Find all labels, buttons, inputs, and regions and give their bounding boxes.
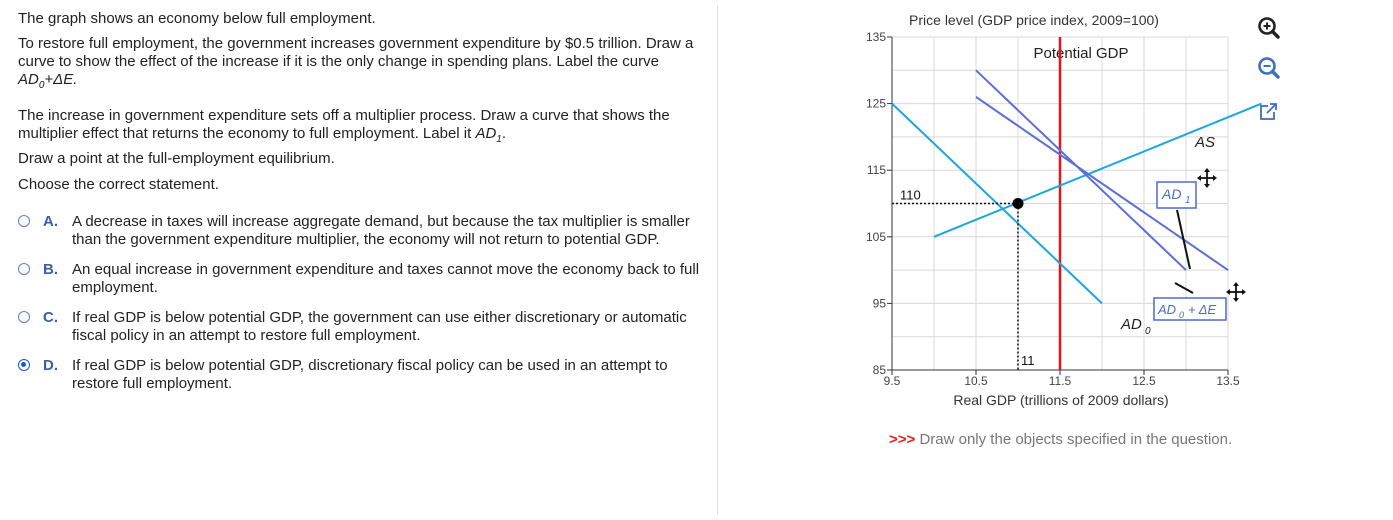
option-text: If real GDP is below potential GDP, disc… [72,357,668,392]
zoom-in-button[interactable] [1256,15,1282,41]
option-text: An equal increase in government expendit… [72,261,700,296]
move-arrow-up [1204,168,1210,172]
option-c[interactable]: C. If real GDP is below potential GDP, t… [18,309,708,345]
tick-labels: 85 95 105 115 125 135 9.5 10.5 11.5 12.5 13.5 [866,30,1240,388]
move-arrow-left [1197,175,1201,181]
move-arrow-left [1226,289,1230,295]
option-a[interactable]: A. A decrease in taxes will increase agg… [18,213,708,249]
move-arrow-down [1204,184,1210,188]
ad0-plus-de-label-box [1153,297,1227,321]
move-handle-ad0-plus-de-icon[interactable] [1226,282,1246,302]
y-axis-label: Price level (GDP price index, 2009=100) [909,12,1159,28]
hint-text: Draw only the objects specified in the q… [919,431,1233,448]
ad0-plus-de-leader-line [1174,282,1194,294]
ad0-plus-de-label-suffix: + ΔE [1188,302,1216,317]
x-tick-label: 11.5 [1049,374,1072,388]
y-tick-label: 105 [866,230,886,244]
equilibrium-point [1012,198,1024,209]
question-intro: The graph shows an economy below full em… [18,10,376,27]
question-task3: Draw a point at the full-employment equi… [18,150,335,167]
ad1-leader-line [1176,209,1191,270]
option-d[interactable]: D. If real GDP is below potential GDP, d… [18,357,708,393]
y-tick-label: 115 [867,163,886,177]
question-task4: Choose the correct statement. [18,176,219,193]
x-tick-label: 12.5 [1132,374,1156,388]
option-letter: B. [43,261,58,278]
popout-button[interactable] [1256,99,1282,125]
option-letter: A. [43,213,58,230]
zoom-out-icon [1258,57,1280,79]
zoom-in-icon [1258,17,1280,39]
option-text: A decrease in taxes will increase aggreg… [72,213,690,248]
hint-arrows: >>> [889,431,916,448]
question-task1: To restore full employment, the governme… [18,35,694,91]
panel-divider [717,5,718,515]
x-tick-label: 13.5 [1216,374,1240,388]
as-label: AS [1194,134,1215,151]
ad0-label: AD [1120,316,1142,333]
potential-gdp-label: Potential GDP [1033,45,1128,62]
y-tick-label: 85 [873,363,887,377]
option-text: If real GDP is below potential GDP, the … [72,309,687,344]
as-curve [933,102,1262,238]
ad0-plus-de-label: AD [1157,302,1176,317]
draw-hint: >>> Draw only the objects specified in t… [889,431,1232,448]
equilibrium-y-label: 110 [900,188,921,203]
ad1-label-box [1156,181,1197,209]
move-arrow-right [1242,289,1246,295]
move-arrow-up [1233,282,1239,286]
ad0-label-sub: 0 [1145,326,1151,337]
x-tick-label: 10.5 [964,374,988,388]
option-letter: D. [43,357,58,374]
ad0-plus-de-label-sub: 0 [1179,310,1184,320]
question-task2: The increase in government expenditure s… [18,107,670,145]
y-tick-label: 95 [873,296,887,310]
question-panel: The graph shows an economy below full em… [18,10,708,405]
ad1-label: AD [1161,186,1181,202]
y-tick-label: 125 [866,97,886,111]
radio-a[interactable] [18,215,30,227]
zoom-out-button[interactable] [1256,55,1282,81]
move-arrow-down [1233,298,1239,302]
option-b[interactable]: B. An equal increase in government expen… [18,261,708,297]
move-arrow-right [1213,175,1217,181]
move-handle-ad1-icon[interactable] [1197,168,1217,188]
popout-icon [1260,102,1278,120]
ad1-label-sub: 1 [1185,195,1191,206]
equilibrium-x-label: 11 [1021,353,1035,368]
x-tick-label: 9.5 [884,374,901,388]
option-letter: C. [43,309,58,326]
y-tick-label: 135 [866,30,886,44]
ad1-curve [975,96,1229,271]
radio-d[interactable] [18,359,30,371]
x-axis-label: Real GDP (trillions of 2009 dollars) [953,392,1168,408]
radio-b[interactable] [18,263,30,275]
radio-c[interactable] [18,311,30,323]
